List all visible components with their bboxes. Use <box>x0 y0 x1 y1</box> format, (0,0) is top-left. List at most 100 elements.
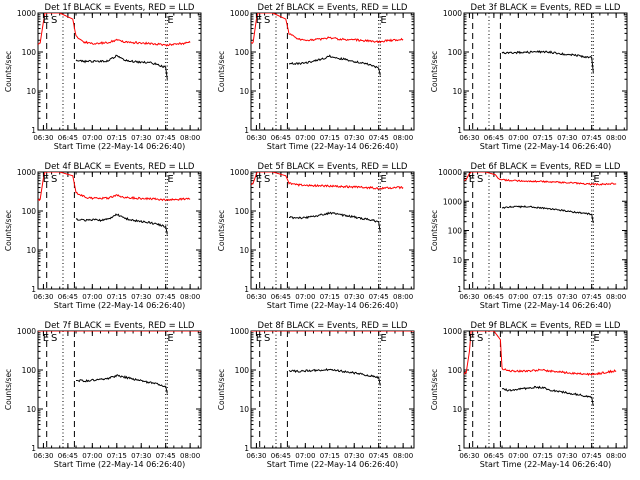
plot-area <box>251 172 404 289</box>
x-tick-label: 06:45 <box>484 134 504 142</box>
y-tick-label: 100 <box>448 366 463 375</box>
panel-det-8: Det 8f BLACK = Events, RED = LLD 1 10 100 10… <box>217 321 415 469</box>
x-tick-label: 07:00 <box>295 452 315 460</box>
x-tick-label: 07:45 <box>369 134 389 142</box>
series-lld-line <box>464 172 617 186</box>
y-tick-label: 1 <box>457 285 462 294</box>
x-tick-label: 07:45 <box>369 452 389 460</box>
y-tick-label: 10 <box>26 246 36 255</box>
x-tick-label: 06:30 <box>33 452 53 460</box>
x-tick-label: 07:00 <box>508 293 528 301</box>
plot-area <box>38 331 201 448</box>
x-axis-label: Start Time (22-May-14 06:26:40) <box>480 460 611 469</box>
y-tick-label: 10 <box>26 405 36 414</box>
series-lld-line <box>38 172 191 202</box>
panel-det-4: Det 4f BLACK = Events, RED = LLD 1 10 100 10… <box>4 162 202 310</box>
y-tick-label: 1000 <box>17 168 36 177</box>
y-tick-label: 1000 <box>230 9 249 18</box>
event-marker-s: S <box>51 333 57 344</box>
series-events-line <box>289 211 381 233</box>
x-tick-label: 07:00 <box>295 134 315 142</box>
x-axis-label: Start Time (22-May-14 06:26:40) <box>54 301 185 310</box>
x-tick-label: 06:30 <box>246 452 266 460</box>
event-marker-start: E <box>256 174 262 185</box>
x-tick-label: 06:45 <box>484 293 504 301</box>
panel-det-9: Det 9f BLACK = Events, RED = LLD 1 10 100 10… <box>430 321 628 469</box>
y-tick-label: 1 <box>457 444 462 453</box>
y-tick-label: 1000 <box>443 327 462 336</box>
plot-frame <box>250 171 415 290</box>
series-lld-line <box>464 331 617 376</box>
x-axis-label: Start Time (22-May-14 06:26:40) <box>54 142 185 151</box>
y-tick-label: 100 <box>448 227 463 236</box>
x-tick-label: 07:45 <box>156 293 176 301</box>
series-lld-line <box>251 172 404 190</box>
x-tick-label: 07:00 <box>82 134 102 142</box>
plot-frame <box>463 330 628 449</box>
panel-title: Det 3f BLACK = Events, RED = LLD <box>471 3 621 13</box>
panel-title: Det 1f BLACK = Events, RED = LLD <box>45 3 195 13</box>
event-marker-end: E <box>380 15 386 26</box>
y-tick-label: 10000 <box>438 168 462 177</box>
x-tick-label: 07:15 <box>320 293 340 301</box>
y-tick-label: 100 <box>22 48 37 57</box>
x-tick-label: 07:30 <box>344 452 364 460</box>
y-tick-label: 1 <box>457 126 462 135</box>
x-tick-label: 07:15 <box>107 293 127 301</box>
event-marker-s: S <box>264 333 270 344</box>
event-marker-s: S <box>477 174 483 185</box>
y-tick-label: 1000 <box>443 9 462 18</box>
y-axis-label: Counts/sec <box>430 210 439 251</box>
event-marker-start: E <box>256 15 262 26</box>
event-marker-s: S <box>264 174 270 185</box>
series-events-line <box>501 385 594 407</box>
y-tick-label: 1000 <box>230 168 249 177</box>
x-tick-label: 07:00 <box>508 452 528 460</box>
x-axis-label: Start Time (22-May-14 06:26:40) <box>267 460 398 469</box>
x-tick-label: 07:15 <box>533 293 553 301</box>
series-lld-line <box>38 13 191 47</box>
x-tick-label: 08:00 <box>606 134 626 142</box>
panel-det-6: Det 6f BLACK = Events, RED = LLD 1 10 100 10… <box>430 162 628 310</box>
y-tick-label: 100 <box>448 48 463 57</box>
plot-area <box>251 13 404 130</box>
x-tick-label: 06:30 <box>246 293 266 301</box>
event-marker-end: E <box>380 333 386 344</box>
series-events-line <box>501 50 594 73</box>
event-marker-start: E <box>43 15 49 26</box>
x-axis-label: Start Time (22-May-14 06:26:40) <box>480 301 611 310</box>
series-events-line <box>288 367 381 386</box>
x-tick-label: 07:30 <box>557 293 577 301</box>
plot-frame <box>37 12 202 131</box>
event-marker-s: S <box>477 333 483 344</box>
series-events-line <box>75 213 168 235</box>
x-tick-label: 08:00 <box>180 134 200 142</box>
y-tick-label: 10 <box>239 246 249 255</box>
panel-det-1: Det 1f BLACK = Events, RED = LLD 1 10 100 10… <box>4 3 202 151</box>
x-tick-label: 07:30 <box>344 134 364 142</box>
series-lld-line <box>251 13 404 44</box>
y-tick-label: 1 <box>31 285 36 294</box>
series-events-line <box>75 54 168 80</box>
y-axis-label: Counts/sec <box>217 210 226 251</box>
x-tick-label: 07:45 <box>156 134 176 142</box>
y-tick-label: 1 <box>244 285 249 294</box>
x-tick-label: 08:00 <box>606 452 626 460</box>
plot-area <box>251 331 414 448</box>
x-tick-label: 08:00 <box>180 293 200 301</box>
y-tick-label: 1 <box>31 444 36 453</box>
y-tick-label: 1000 <box>17 327 36 336</box>
y-tick-label: 10 <box>26 87 36 96</box>
x-tick-label: 07:00 <box>295 293 315 301</box>
plot-frame <box>463 171 628 290</box>
x-tick-label: 06:45 <box>484 452 504 460</box>
y-axis-label: Counts/sec <box>4 210 13 251</box>
y-tick-label: 10 <box>239 87 249 96</box>
event-marker-s: S <box>51 174 57 185</box>
x-tick-label: 07:00 <box>82 452 102 460</box>
x-tick-label: 07:45 <box>582 293 602 301</box>
x-tick-label: 07:30 <box>557 452 577 460</box>
x-tick-label: 07:00 <box>508 134 528 142</box>
y-tick-label: 10 <box>452 256 462 265</box>
